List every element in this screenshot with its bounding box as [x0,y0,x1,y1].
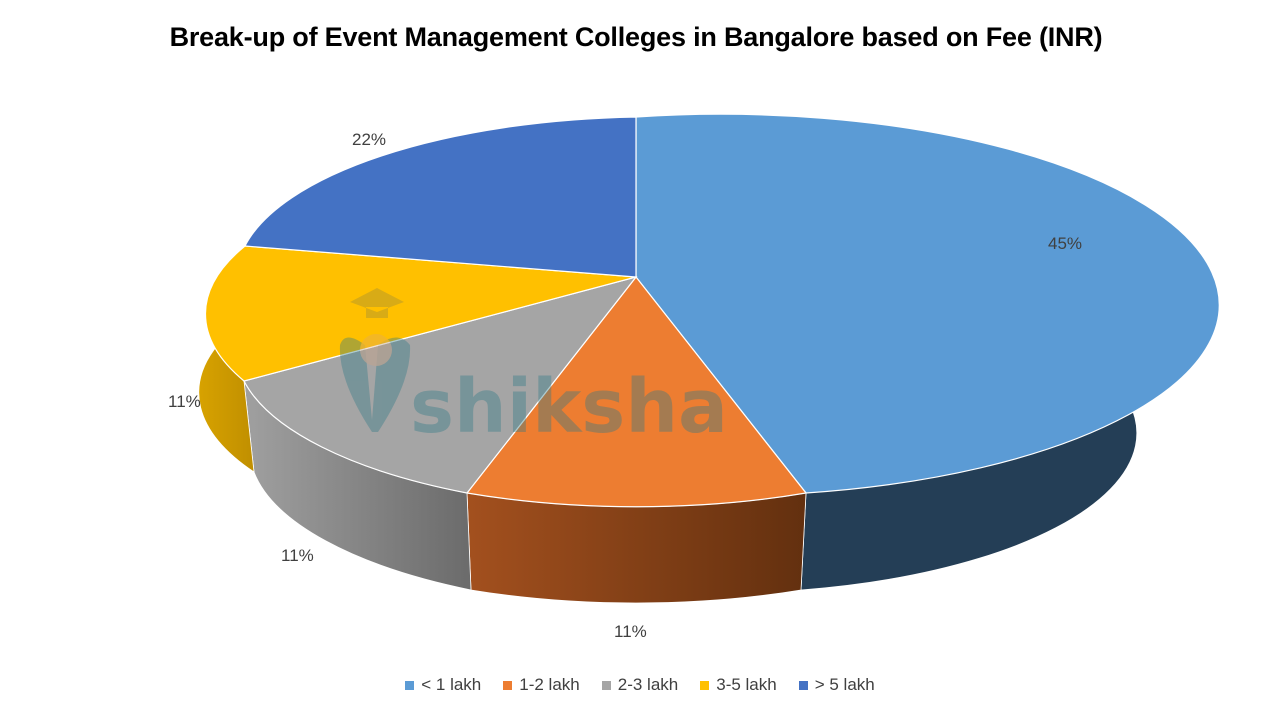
legend-swatch [798,680,808,690]
watermark-text: shiksha [410,364,728,450]
data-label-l12: 11% [614,622,647,641]
legend-item-l35[interactable]: 3-5 lakh [700,675,777,695]
pen-nib-icon [339,337,411,432]
data-label-l35: 11% [168,392,201,411]
slice-side-l12 [466,492,807,604]
legend-label: 2-3 lakh [617,675,679,694]
legend-label: 1-2 lakh [519,675,580,694]
slice-gt5[interactable] [244,116,637,278]
graduation-cap-icon [350,288,404,318]
legend-item-gt5[interactable]: > 5 lakh [798,675,875,695]
slice-l12[interactable] [465,276,808,508]
legend-swatch [503,680,513,690]
legend-swatch [405,680,415,690]
data-label-lt1: 45% [1048,234,1083,253]
data-label-l23: 11% [281,546,314,565]
legend-item-l12[interactable]: 1-2 lakh [503,675,580,695]
shiksha-watermark: shiksha [339,288,728,450]
data-label-gt5: 22% [352,130,387,149]
slice-l35[interactable] [204,245,637,382]
legend-swatch [700,680,710,690]
chart-title: Break-up of Event Management Colleges in… [169,22,1103,52]
legend-swatch [601,680,611,690]
legend-label: 3-5 lakh [716,675,777,694]
slice-l23[interactable] [243,275,638,494]
legend-item-lt1[interactable]: < 1 lakh [405,675,481,695]
legend-label: < 1 lakh [421,675,482,694]
slice-lt1[interactable] [635,113,1221,494]
legend-item-l23[interactable]: 2-3 lakh [601,675,679,695]
legend: < 1 lakh 1-2 lakh 2-3 lakh 3-5 lakh > 5 … [0,675,1280,695]
legend-label: > 5 lakh [814,675,875,694]
